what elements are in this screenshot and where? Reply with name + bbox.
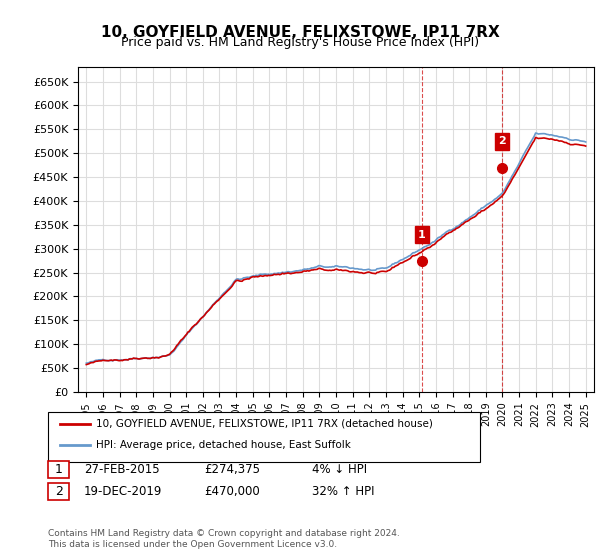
Text: 2: 2 xyxy=(498,136,506,146)
Text: 2: 2 xyxy=(55,485,63,498)
Text: 1: 1 xyxy=(55,463,63,476)
Text: 19-DEC-2019: 19-DEC-2019 xyxy=(84,485,163,498)
Text: 4% ↓ HPI: 4% ↓ HPI xyxy=(312,463,367,476)
Text: 10, GOYFIELD AVENUE, FELIXSTOWE, IP11 7RX: 10, GOYFIELD AVENUE, FELIXSTOWE, IP11 7R… xyxy=(101,25,499,40)
Text: HPI: Average price, detached house, East Suffolk: HPI: Average price, detached house, East… xyxy=(96,440,351,450)
Text: 10, GOYFIELD AVENUE, FELIXSTOWE, IP11 7RX (detached house): 10, GOYFIELD AVENUE, FELIXSTOWE, IP11 7R… xyxy=(96,419,433,429)
Text: £274,375: £274,375 xyxy=(204,463,260,476)
Text: 32% ↑ HPI: 32% ↑ HPI xyxy=(312,485,374,498)
Text: Price paid vs. HM Land Registry's House Price Index (HPI): Price paid vs. HM Land Registry's House … xyxy=(121,36,479,49)
Text: £470,000: £470,000 xyxy=(204,485,260,498)
Text: Contains HM Land Registry data © Crown copyright and database right 2024.
This d: Contains HM Land Registry data © Crown c… xyxy=(48,529,400,549)
Text: 1: 1 xyxy=(418,230,425,240)
Text: 27-FEB-2015: 27-FEB-2015 xyxy=(84,463,160,476)
